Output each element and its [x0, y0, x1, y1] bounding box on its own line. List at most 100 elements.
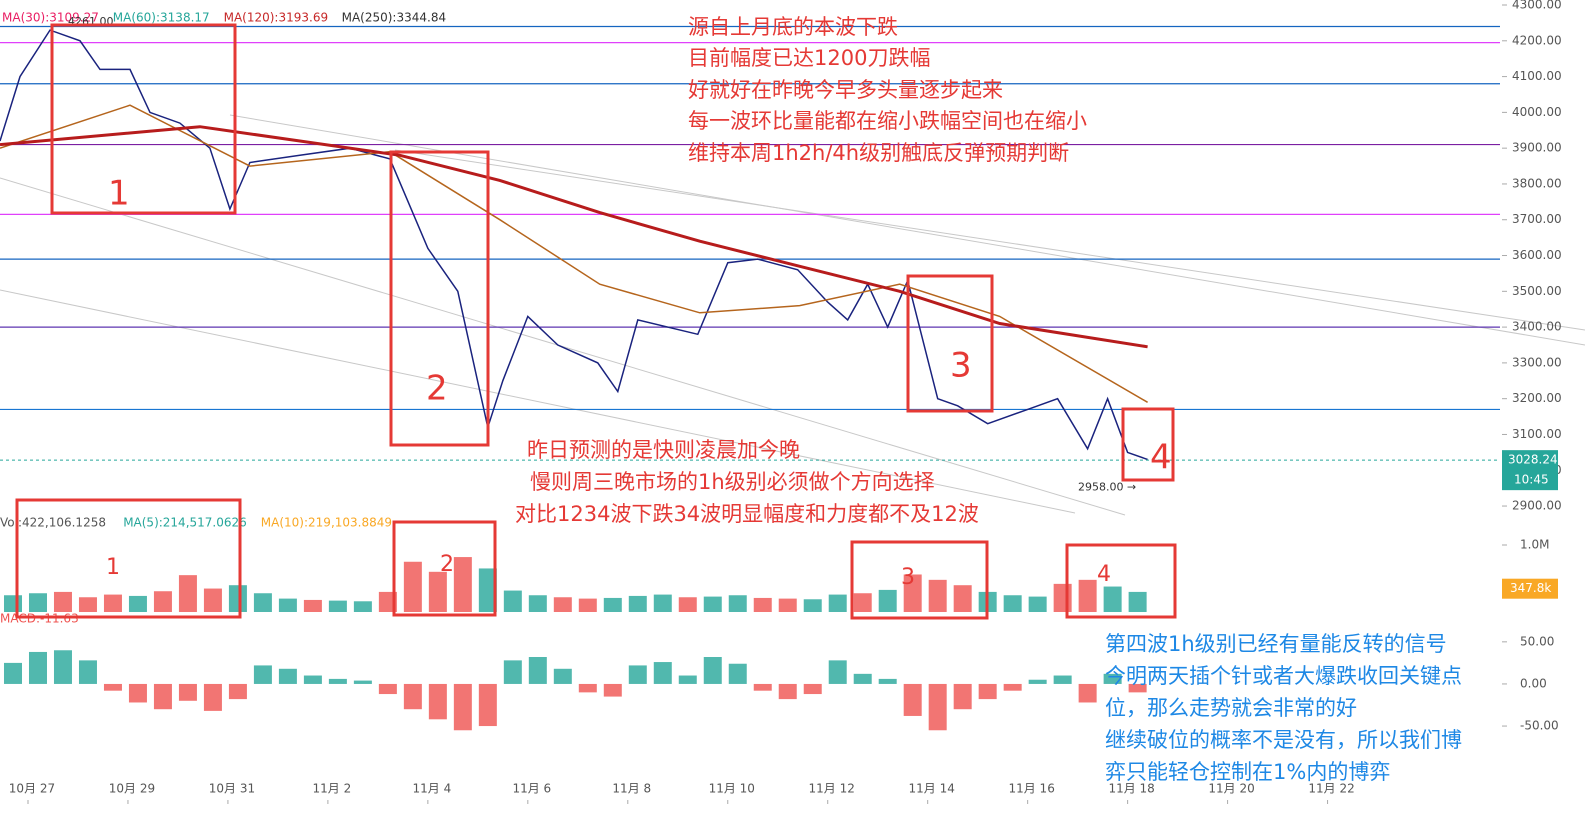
macd-bar — [803, 683, 822, 695]
x-tick-label: 11月 10 — [709, 782, 755, 796]
legend-entry: MA(120):3193.69 — [224, 11, 329, 25]
y-tick-label: 3900.00 — [1512, 141, 1562, 155]
volume-bar — [1053, 583, 1072, 612]
annotation: 维持本周1h2h/4h级别触底反弹预期判断 — [688, 141, 1069, 165]
macd-bar — [953, 683, 972, 710]
x-tick-label: 11月 16 — [1008, 782, 1054, 796]
volume-last-box — [1502, 578, 1558, 599]
macd-bar — [653, 662, 672, 684]
trend-line — [394, 149, 1585, 331]
y-tick-label: 3700.00 — [1512, 212, 1562, 226]
y-tick-label: 4000.00 — [1512, 105, 1562, 119]
volume-bar — [178, 575, 197, 612]
volume-bar — [378, 591, 397, 612]
low-label: 2958.00 → — [1078, 480, 1136, 493]
macd-bar — [428, 683, 447, 720]
macd-bar — [453, 683, 472, 731]
volume-bar — [403, 561, 422, 612]
macd-bar — [603, 683, 622, 697]
macd-bar — [528, 657, 547, 684]
volume-bar — [953, 585, 972, 612]
wave-box — [389, 150, 490, 447]
x-tick-label: 10月 31 — [209, 782, 255, 796]
macd-bar — [403, 683, 422, 710]
volume-bar — [278, 598, 297, 612]
macd-bar — [978, 683, 997, 700]
volume-bar — [328, 600, 347, 612]
volume-box — [15, 498, 242, 619]
annotation: 位，那么走势就会非常的好 — [1105, 696, 1357, 720]
volume-bar — [703, 596, 722, 612]
volume-bar — [203, 588, 222, 612]
y-tick-label: 0.00 — [1520, 676, 1547, 690]
legend-entry: MA(60):3138.17 — [113, 11, 210, 25]
macd-bar — [1028, 679, 1047, 684]
macd-bar — [328, 678, 347, 684]
y-tick-label: 2900.00 — [1512, 499, 1562, 513]
annotation: 目前幅度已达1200刀跌幅 — [688, 46, 930, 70]
y-tick-label: 3300.00 — [1512, 355, 1562, 369]
macd-bar — [278, 668, 297, 684]
volume-bar — [853, 593, 872, 612]
annotation: 对比1234波下跌34波明显幅度和力度都不及12波 — [515, 502, 979, 526]
volume-last-label: 347.8k — [1510, 581, 1551, 595]
volume-bar — [53, 591, 72, 612]
y-tick-label: 4200.00 — [1512, 33, 1562, 47]
x-tick-label: 11月 22 — [1308, 782, 1354, 796]
macd-bar — [828, 660, 847, 684]
volume-bar — [128, 595, 147, 612]
macd-bar — [1128, 683, 1147, 693]
macd-bar — [1103, 673, 1122, 684]
macd-bar — [253, 665, 272, 684]
x-tick-label: 11月 4 — [412, 782, 451, 796]
macd-bar — [378, 683, 397, 695]
x-tick-label: 11月 6 — [512, 782, 551, 796]
annotation: 今明两天插个针或者大爆跌收回关键点 — [1105, 664, 1462, 688]
volume-bar — [1003, 595, 1022, 612]
wave-box — [1121, 407, 1175, 482]
x-tick-label: 11月 14 — [909, 782, 955, 796]
x-tick-label: 11月 18 — [1108, 782, 1154, 796]
volume-bar — [553, 597, 572, 612]
wave-box — [906, 274, 994, 413]
macd-bar — [53, 650, 72, 684]
volume-bar — [903, 574, 922, 612]
volume-bar — [503, 590, 522, 612]
volume-bar — [928, 579, 947, 612]
legend-entry: Vol:422,106.1258 — [0, 516, 106, 530]
macd-bar — [3, 662, 22, 684]
y-tick-label: 3800.00 — [1512, 176, 1562, 190]
x-tick-label: 11月 2 — [313, 782, 352, 796]
macd-bar — [928, 683, 947, 731]
macd-bar — [703, 657, 722, 684]
price-line — [0, 104, 1148, 403]
macd-bar — [778, 683, 797, 700]
volume-bar — [728, 595, 747, 612]
x-tick-label: 11月 20 — [1208, 782, 1254, 796]
macd-bar — [753, 683, 772, 691]
volume-bar — [1128, 591, 1147, 612]
box-label: 4 — [1097, 562, 1111, 587]
volume-bar — [1103, 586, 1122, 612]
volume-bar — [528, 595, 547, 612]
y-tick-label: 50.00 — [1520, 634, 1554, 648]
volume-bar — [353, 601, 372, 612]
price-line — [0, 125, 1148, 349]
macd-bar — [903, 683, 922, 716]
box-label: 2 — [440, 552, 454, 577]
legend-entry: MA(250):3344.84 — [342, 11, 447, 25]
volume-bar — [1078, 579, 1097, 612]
volume-bar — [228, 585, 247, 612]
volume-bar — [578, 598, 597, 612]
volume-box — [392, 520, 497, 617]
annotation: 好就好在昨晚今早多头量逐步起来 — [688, 78, 1003, 102]
y-tick-label: 3100.00 — [1512, 427, 1562, 441]
y-tick-label: 4300.00 — [1512, 0, 1562, 12]
macd-bar — [853, 673, 872, 684]
x-tick-label: 10月 29 — [109, 782, 155, 796]
y-tick-label: 3200.00 — [1512, 391, 1562, 405]
macd-bar — [578, 683, 597, 693]
macd-bar — [203, 683, 222, 711]
last-time-label: 10:45 — [1514, 473, 1549, 487]
